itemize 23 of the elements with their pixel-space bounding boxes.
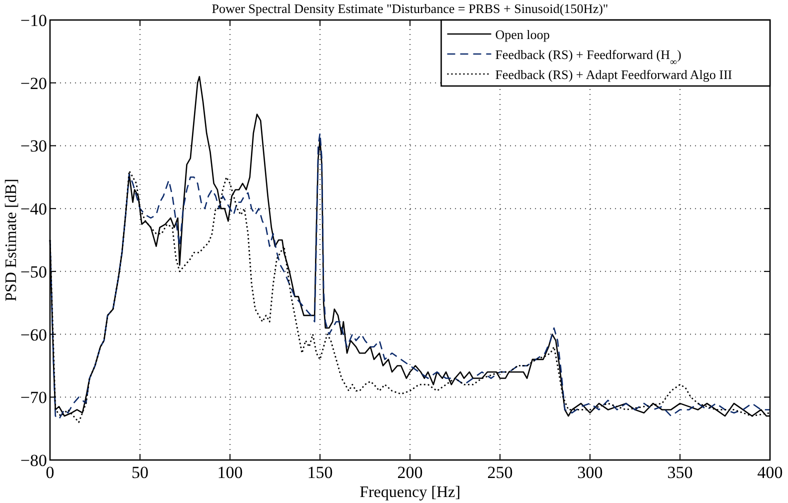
legend-label: Open loop [495,27,550,42]
x-tick-label: 250 [487,463,513,482]
y-tick-label: −40 [20,200,47,219]
x-tick-label: 150 [307,463,333,482]
y-tick-label: −10 [20,11,47,30]
y-axis-title: PSD Estimate [dB] [3,178,20,302]
x-axis-title: Frequency [Hz] [360,484,460,501]
x-tick-label: 50 [132,463,148,482]
y-tick-label: −60 [20,325,47,344]
y-tick-label: −30 [20,136,47,156]
x-tick-label: 300 [577,463,603,482]
y-tick-label: −80 [20,451,47,470]
x-tick-label: 400 [757,463,783,482]
y-tick-label: −70 [20,388,47,408]
y-tick-label: −50 [20,262,47,282]
legend-label: Feedback (RS) + Feedforward (H$_{∞}$) [495,47,682,68]
chart-title: Power Spectral Density Estimate "Disturbance = PRBS + Sinusoid(150Hz)" [212,1,608,16]
x-tick-label: 0 [46,463,54,482]
x-tick-label: 100 [217,463,243,482]
y-tick-label: −20 [20,74,47,93]
x-tick-label: 350 [667,463,693,482]
legend-label: Feedback (RS) + Adapt Feedforward Algo III [495,67,732,82]
x-tick-label: 200 [397,463,423,482]
